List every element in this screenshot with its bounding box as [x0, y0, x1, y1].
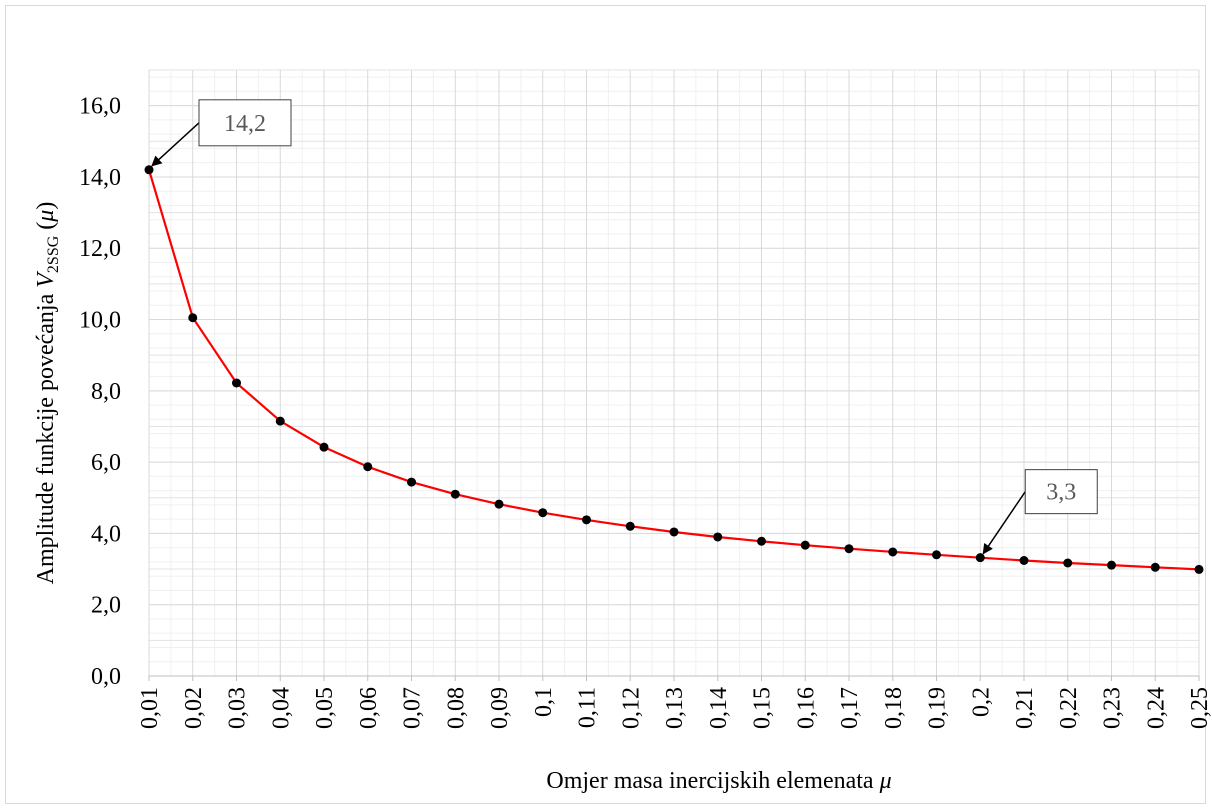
data-point: [1150, 562, 1160, 572]
x-tick-label: 0,09: [487, 687, 513, 729]
major-gridlines: [148, 69, 1200, 681]
callout-arrow: [151, 122, 200, 167]
x-tick-label: 0,15: [750, 687, 776, 729]
x-tick-label: 0,06: [356, 687, 382, 729]
x-tick-labels: 0,01 0,02 0,03 0,04 0,05 0,06 0,07 0,08 0,09 0,1 0…: [137, 687, 1212, 729]
x-tick-label: 0,03: [225, 687, 251, 729]
data-point: [232, 378, 241, 388]
callout-label: 3,3: [1046, 480, 1076, 506]
data-point: [1194, 564, 1204, 574]
x-tick-label: 0,23: [1100, 687, 1126, 729]
x-tick-label: 0,21: [1012, 687, 1038, 729]
data-point: [932, 550, 941, 560]
data-point: [625, 521, 635, 531]
data-point: [188, 313, 198, 323]
data-point: [319, 442, 329, 452]
x-tick-label: 0,13: [662, 687, 688, 729]
x-tick-label: 0,04: [268, 687, 294, 729]
x-tick-label: 0,19: [925, 687, 951, 729]
x-tick-label: 0,16: [793, 687, 819, 729]
x-tick-label: 0,2: [968, 687, 994, 717]
x-tick-label: 0,07: [400, 687, 426, 729]
callout-box: [1024, 469, 1098, 515]
data-point: [844, 544, 854, 554]
data-point: [538, 508, 548, 518]
x-tick-label: 0,17: [837, 687, 863, 729]
chart-frame: [5, 5, 1206, 804]
callout-label: 14,2: [224, 111, 266, 137]
callouts: 14,2 3,3: [151, 99, 1098, 555]
data-point: [144, 165, 154, 175]
x-tick-label: 0,12: [618, 687, 644, 729]
x-tick-label: 0,22: [1056, 687, 1082, 729]
y-tick-label: 0,0: [91, 664, 121, 690]
data-point: [275, 416, 285, 426]
data-point: [1019, 556, 1029, 566]
y-tick-label: 12,0: [79, 236, 121, 262]
data-point: [363, 462, 373, 472]
y-tick-label: 4,0: [91, 521, 121, 547]
data-point: [888, 547, 898, 557]
data-point: [1107, 560, 1116, 570]
data-point: [450, 489, 460, 499]
x-tick-label: 0,1: [531, 687, 557, 717]
x-tick-label: 0,11: [575, 687, 601, 728]
y-tick-label: 8,0: [91, 379, 121, 405]
data-point: [582, 515, 591, 525]
y-axis-title: Amplitude funkcije povećanja V2SSG (μ): [33, 202, 62, 585]
data-point: [407, 477, 416, 487]
data-point: [494, 499, 504, 509]
y-tick-label: 10,0: [79, 308, 121, 334]
x-tick-label: 0,08: [443, 687, 469, 729]
x-tick-label: 0,24: [1143, 687, 1169, 729]
callout-box: [198, 99, 292, 147]
callout-arrow: [982, 491, 1026, 555]
y-tick-label: 14,0: [79, 165, 121, 191]
x-tick-label: 0,01: [137, 687, 163, 729]
data-point: [975, 553, 985, 563]
data-point: [713, 532, 723, 542]
data-point: [757, 536, 766, 546]
data-point: [1063, 558, 1073, 568]
x-axis-title: Omjer masa inercijskih elemenata μ: [546, 768, 891, 794]
series-markers: [144, 165, 1204, 574]
x-tick-label: 0,14: [706, 687, 732, 729]
data-point: [800, 540, 810, 550]
x-tick-label: 0,18: [881, 687, 907, 729]
x-tick-label: 0,25: [1187, 687, 1212, 729]
y-tick-label: 16,0: [79, 94, 121, 120]
x-tick-label: 0,02: [181, 687, 207, 729]
x-tick-label: 0,05: [312, 687, 338, 729]
data-point: [669, 527, 679, 537]
y-tick-labels: 0,0 2,0 4,0 6,0 8,0 10,0 12,0 14,0 16,0: [79, 94, 121, 690]
y-tick-label: 6,0: [91, 450, 121, 476]
y-tick-label: 2,0: [91, 593, 121, 619]
